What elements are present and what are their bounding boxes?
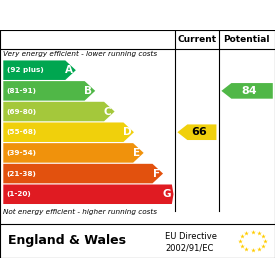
Text: Potential: Potential (224, 35, 270, 44)
Polygon shape (177, 124, 216, 140)
Text: Not energy efficient - higher running costs: Not energy efficient - higher running co… (3, 209, 157, 215)
Polygon shape (3, 102, 115, 121)
Text: 66: 66 (191, 127, 207, 137)
Text: Energy Efficiency Rating: Energy Efficiency Rating (8, 8, 210, 23)
Text: (1-20): (1-20) (7, 191, 31, 197)
Text: (21-38): (21-38) (7, 171, 37, 176)
Text: A: A (65, 65, 73, 75)
Text: (55-68): (55-68) (7, 129, 37, 135)
Text: 84: 84 (241, 86, 257, 96)
Text: G: G (163, 189, 171, 199)
Text: EU Directive: EU Directive (165, 232, 217, 241)
Text: D: D (123, 127, 131, 137)
Polygon shape (3, 81, 95, 101)
Text: 2002/91/EC: 2002/91/EC (165, 244, 213, 253)
Polygon shape (3, 143, 144, 163)
Text: C: C (104, 107, 112, 117)
Text: (69-80): (69-80) (7, 109, 37, 115)
Polygon shape (221, 83, 273, 99)
Text: Very energy efficient - lower running costs: Very energy efficient - lower running co… (3, 51, 157, 57)
Text: (81-91): (81-91) (7, 88, 37, 94)
Text: F: F (153, 168, 160, 179)
Text: England & Wales: England & Wales (8, 235, 126, 247)
Text: E: E (133, 148, 140, 158)
Polygon shape (3, 123, 134, 142)
Text: (92 plus): (92 plus) (7, 67, 43, 73)
Polygon shape (3, 164, 163, 183)
Text: (39-54): (39-54) (7, 150, 37, 156)
Polygon shape (3, 184, 174, 204)
Text: B: B (84, 86, 92, 96)
Text: Current: Current (177, 35, 216, 44)
Polygon shape (3, 60, 76, 80)
